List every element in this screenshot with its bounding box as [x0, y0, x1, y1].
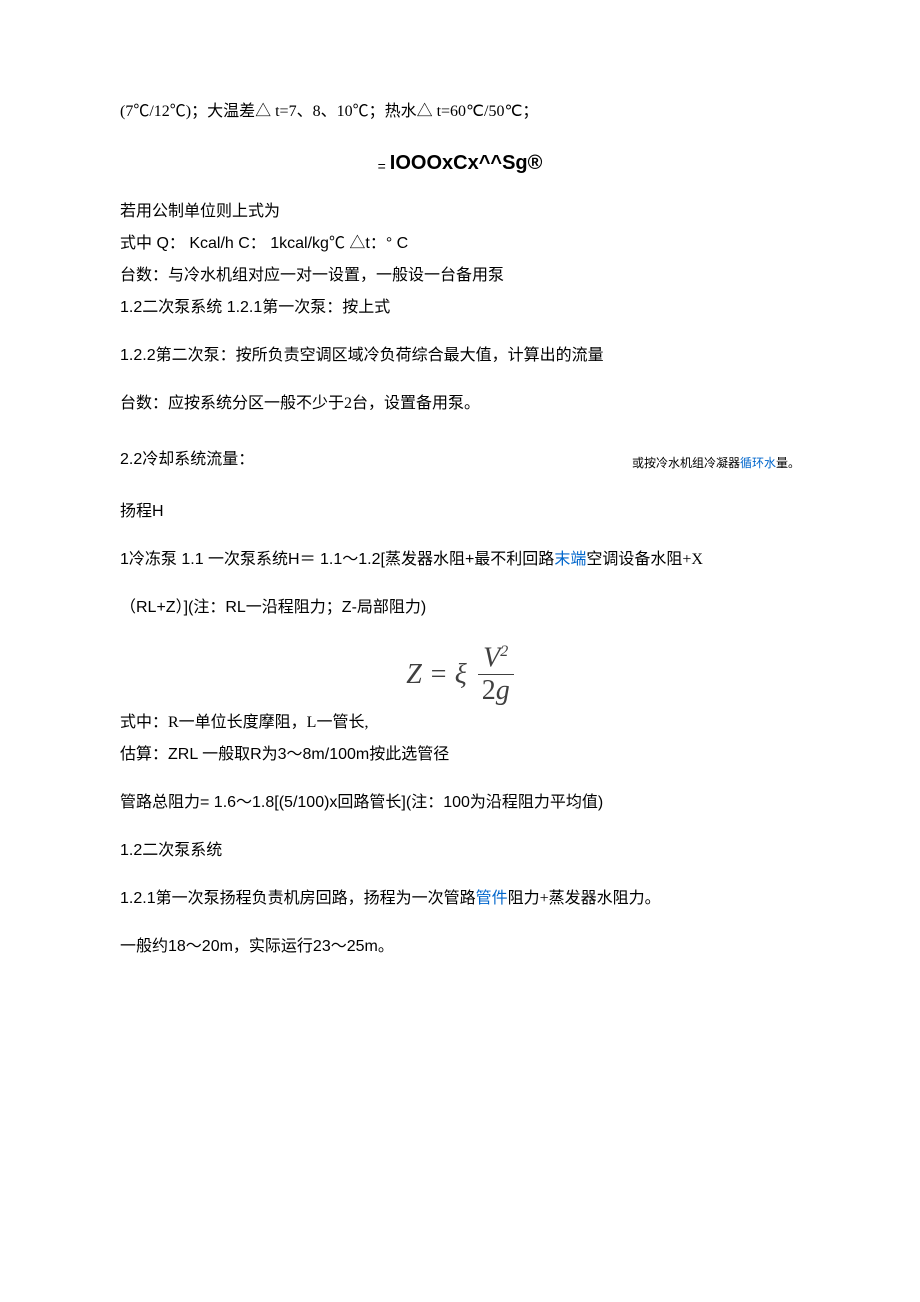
- text: 扬程H: [120, 503, 164, 520]
- text: 1.2.1第一次泵扬程负责机房回路，扬程为一次管路: [120, 890, 476, 907]
- text: 空调设备水阻+X: [586, 551, 703, 568]
- line-12: 式中：R一单位长度摩阻，L一管长,: [120, 711, 800, 735]
- text: 台数：应按系统分区一般不少于2台，设置备用泵。: [120, 395, 480, 412]
- line-16: 1.2.1第一次泵扬程负责机房回路，扬程为一次管路管件阻力+蒸发器水阻力。: [120, 887, 800, 911]
- line-7: 台数：应按系统分区一般不少于2台，设置备用泵。: [120, 392, 800, 416]
- formula-lhs: Z = ξ: [406, 661, 466, 689]
- text: 管路总阻力= 1.6〜1.8[(5/100)x回路管长](注：100为沿程阻力平…: [120, 794, 603, 811]
- g: g: [496, 675, 510, 706]
- text-right: 或按冷水机组冷凝器循环水量。: [632, 454, 800, 472]
- text: 1.2二次泵系统: [120, 842, 222, 859]
- text: 或按冷水机组冷凝器: [632, 456, 740, 470]
- line-13: 估算：ZRL 一般取R为3〜8m/100m按此选管径: [120, 743, 800, 767]
- line-2: 若用公制单位则上式为: [120, 200, 800, 224]
- equals-sign: =: [378, 158, 386, 174]
- line-5: 1.2二次泵系统 1.2.1第一次泵：按上式: [120, 296, 800, 320]
- text: 1.2二次泵系统 1.2.1第一次泵：按上式: [120, 299, 390, 316]
- link-text: 末端: [554, 551, 586, 568]
- link-text: 循环水: [740, 456, 776, 470]
- text: 阻力+蒸发器水阻力。: [508, 890, 661, 907]
- formula-wrap: Z = ξ V2 2g: [406, 644, 513, 705]
- document-page: (7℃/12℃)；大温差△ t=7、8、10℃；热水△ t=60℃/50℃； =…: [0, 0, 920, 1043]
- text: 若用公制单位则上式为: [120, 203, 280, 220]
- text: (7℃/12℃)；大温差△ t=7、8、10℃；热水△ t=60℃/50℃；: [120, 103, 538, 120]
- formula-z: Z = ξ V2 2g: [120, 644, 800, 705]
- line-14: 管路总阻力= 1.6〜1.8[(5/100)x回路管长](注：100为沿程阻力平…: [120, 791, 800, 815]
- exp: 2: [500, 643, 508, 660]
- text: 一般约18〜20m，实际运行23〜25m。: [120, 938, 394, 955]
- text: 估算：ZRL 一般取R为3〜8m/100m按此选管径: [120, 746, 449, 763]
- fraction: V2 2g: [478, 644, 514, 705]
- v: V: [483, 642, 500, 673]
- line-6: 1.2.2第二次泵：按所负责空调区域冷负荷综合最大值，计算出的流量: [120, 344, 800, 368]
- text: 式中：R一单位长度摩阻，L一管长,: [120, 714, 368, 731]
- text: 式中 Q： Kcal/h C： 1kcal/kg℃ △t：° C: [120, 235, 408, 252]
- line-11: （RL+Z）](注：RL一沿程阻力；Z-局部阻力): [120, 596, 800, 620]
- line-9: 扬程H: [120, 500, 800, 524]
- text: （RL+Z）](注：RL一沿程阻力；Z-局部阻力): [120, 599, 426, 616]
- line-3: 式中 Q： Kcal/h C： 1kcal/kg℃ △t：° C: [120, 232, 800, 256]
- formula-top: =IOOOxCx^^Sg®: [120, 148, 800, 178]
- numerator: V2: [478, 644, 514, 675]
- formula-body: IOOOxCx^^Sg®: [390, 152, 543, 174]
- line-15: 1.2二次泵系统: [120, 839, 800, 863]
- text: 台数：与冷水机组对应一对一设置，一般设一台备用泵: [120, 267, 504, 284]
- line-8: 2.2冷却系统流量： 或按冷水机组冷凝器循环水量。: [120, 448, 800, 472]
- text: 1.2.2第二次泵：按所负责空调区域冷负荷综合最大值，计算出的流量: [120, 347, 604, 364]
- line-17: 一般约18〜20m，实际运行23〜25m。: [120, 935, 800, 959]
- text: 1冷冻泵 1.1 一次泵系统H＝ 1.1〜1.2[蒸发器水阻+最不利回路: [120, 551, 554, 568]
- line-10: 1冷冻泵 1.1 一次泵系统H＝ 1.1〜1.2[蒸发器水阻+最不利回路末端空调…: [120, 548, 800, 572]
- text-left: 2.2冷却系统流量：: [120, 448, 254, 472]
- line-1: (7℃/12℃)；大温差△ t=7、8、10℃；热水△ t=60℃/50℃；: [120, 100, 800, 124]
- line-4: 台数：与冷水机组对应一对一设置，一般设一台备用泵: [120, 264, 800, 288]
- link-text: 管件: [476, 890, 508, 907]
- text: 量。: [776, 456, 800, 470]
- denominator: 2g: [478, 675, 514, 705]
- two: 2: [482, 675, 496, 706]
